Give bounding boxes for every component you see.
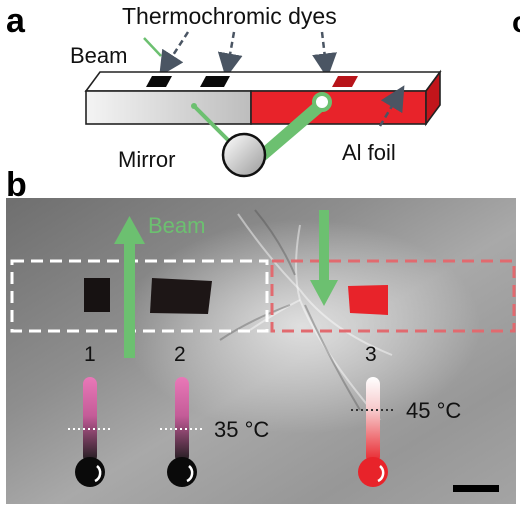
- thermometer-1-number: 1: [84, 343, 96, 366]
- thermometer-3-number: 3: [365, 343, 377, 366]
- thermometer-3: 3 45 °C: [351, 343, 461, 487]
- bar-front-grey: [85, 90, 252, 125]
- thermometer-3-temp: 45 °C: [406, 398, 461, 423]
- bar-front-red: [250, 90, 427, 125]
- thermochromic-dyes-label: Thermochromic dyes: [122, 3, 337, 29]
- al-foil-label: Al foil: [342, 140, 396, 165]
- red-region-box: [270, 259, 516, 333]
- panel-b: b Beam: [6, 166, 516, 504]
- thermometer-2: 2 35 °C: [160, 343, 269, 487]
- thermometer-2-stem: [175, 377, 189, 463]
- panel-a-label: a: [6, 2, 26, 40]
- dye-patch-1: [84, 278, 110, 312]
- thermometer-2-temp: 35 °C: [214, 417, 269, 442]
- beam-arrow-up: [114, 216, 145, 358]
- dye-square-3: [332, 76, 358, 87]
- beam-arrow-down: [310, 210, 338, 306]
- beam-label-b: Beam: [148, 213, 205, 238]
- beam-spot: [312, 92, 332, 112]
- dye-square-1: [146, 76, 172, 87]
- grey-region-box: [10, 259, 269, 333]
- thermometer-3-stem: [366, 377, 380, 463]
- bar-top-face: [84, 71, 442, 92]
- incoming-beam: [143, 37, 162, 57]
- reflected-beam: [256, 99, 328, 160]
- thermometer-1-stem: [83, 377, 97, 463]
- panel-c-stub: c: [512, 6, 520, 39]
- foil-pointer-arrow: [378, 85, 405, 127]
- foil-crease-texture: [237, 213, 393, 421]
- dye-square-2: [200, 76, 230, 87]
- dye-pointer-arrows: [159, 31, 337, 79]
- thermometer-1: 1: [68, 343, 113, 487]
- bar-side-face: [425, 69, 441, 127]
- beam-label-a: Beam: [70, 43, 127, 68]
- dye-patch-3: [348, 285, 388, 315]
- panel-b-label: b: [6, 166, 27, 204]
- panel-a: a Thermochromic dyes Beam Mirror: [6, 2, 442, 178]
- mirror-label: Mirror: [118, 147, 175, 172]
- mirror-icon: [221, 132, 267, 178]
- thermometer-2-number: 2: [174, 343, 186, 366]
- dye-patch-2: [150, 278, 212, 314]
- scale-bar: [453, 485, 499, 492]
- beam-to-mirror: [192, 104, 233, 145]
